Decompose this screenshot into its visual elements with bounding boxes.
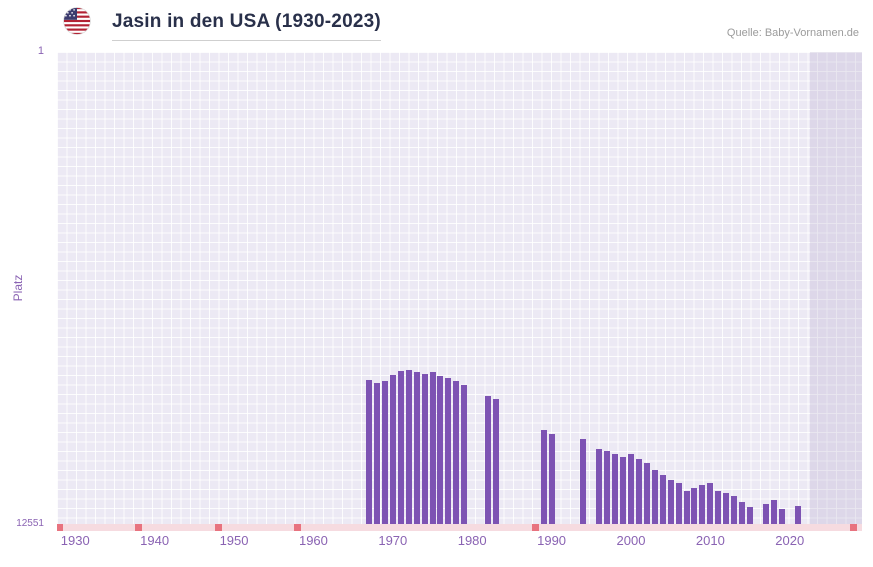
- no-data-marker-1958: [294, 524, 302, 531]
- no-data-marker-1948: [214, 524, 222, 531]
- x-tick-label-1940: 1940: [140, 533, 170, 548]
- rank-bar-1975: [429, 371, 436, 524]
- x-tick-label-2010: 2010: [695, 533, 725, 548]
- x-tick-label-2020: 2020: [775, 533, 805, 548]
- rank-bar-1973: [413, 372, 420, 524]
- rank-bar-2015: [747, 507, 754, 524]
- rank-bar-1997: [604, 451, 611, 524]
- chart-title: Jasin in den USA (1930-2023): [112, 11, 381, 41]
- rank-bar-2018: [770, 499, 777, 524]
- rank-bar-2009: [699, 485, 706, 524]
- rank-bar-2013: [731, 495, 738, 524]
- x-tick-label-1960: 1960: [298, 533, 328, 548]
- x-tick-label-2000: 2000: [616, 533, 646, 548]
- rank-bar-2021: [794, 505, 801, 524]
- rank-bar-2008: [691, 487, 698, 524]
- rank-bar-2014: [739, 501, 746, 524]
- rank-bar-1983: [493, 399, 500, 524]
- y-tick-max: 1: [37, 45, 44, 57]
- no-data-marker-1938: [135, 524, 143, 531]
- rank-bar-2003: [651, 470, 658, 524]
- us-flag-icon: [63, 7, 91, 35]
- no-data-strip: [57, 524, 862, 531]
- x-tick-label-1930: 1930: [60, 533, 90, 548]
- rank-bar-1978: [453, 380, 460, 524]
- no-data-marker-2028: [849, 524, 857, 531]
- rank-bar-1968: [373, 382, 380, 524]
- rank-bar-2001: [635, 458, 642, 524]
- x-tick-label-1950: 1950: [219, 533, 249, 548]
- rank-bar-1990: [548, 433, 555, 524]
- rank-bar-2006: [675, 483, 682, 524]
- rank-bar-1976: [437, 376, 444, 524]
- rank-bar-1977: [445, 378, 452, 524]
- rank-bar-1994: [580, 439, 587, 524]
- no-data-marker-1928: [57, 524, 63, 531]
- rank-bar-1982: [485, 396, 492, 524]
- rank-bar-2007: [683, 490, 690, 524]
- rank-bar-1996: [596, 448, 603, 524]
- rank-bar-2004: [659, 475, 666, 524]
- source-credit-link[interactable]: Quelle: Baby-Vornamen.de: [726, 27, 859, 39]
- rank-bar-2019: [778, 509, 785, 524]
- rank-bar-2002: [643, 463, 650, 524]
- y-tick-min: 12551: [16, 518, 44, 529]
- x-tick-label-1970: 1970: [378, 533, 408, 548]
- rank-bar-1974: [421, 373, 428, 524]
- rank-bar-1999: [620, 457, 627, 524]
- rank-bar-1989: [540, 429, 547, 524]
- rank-bar-1969: [381, 381, 388, 524]
- rank-bar-1998: [612, 454, 619, 524]
- x-tick-label-1980: 1980: [457, 533, 487, 548]
- rank-bar-2005: [667, 480, 674, 524]
- recent-years-highlight: [809, 52, 862, 524]
- rank-bar-1979: [461, 385, 468, 524]
- rank-bar-1967: [365, 379, 372, 524]
- rank-bar-2010: [707, 483, 714, 524]
- no-data-marker-1988: [532, 524, 540, 531]
- rank-bar-1970: [389, 375, 396, 524]
- x-tick-label-1990: 1990: [537, 533, 567, 548]
- rank-bar-2000: [627, 454, 634, 524]
- rank-bar-2012: [723, 492, 730, 524]
- rank-bar-1971: [397, 370, 404, 524]
- rank-bar-1972: [405, 369, 412, 524]
- rank-bar-2017: [762, 503, 769, 524]
- rank-bar-2011: [715, 490, 722, 524]
- x-axis-ticks: 1930 1940 1950 1960 1970 1980 1990 2000 2010 2020: [57, 533, 862, 553]
- plot-area: [57, 52, 862, 524]
- y-axis-label: Platz: [11, 274, 25, 302]
